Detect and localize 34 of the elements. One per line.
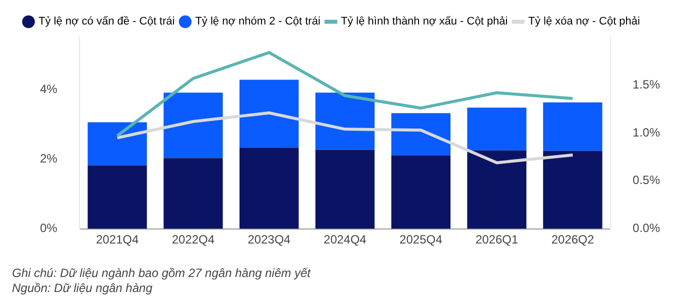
y2-tick-label: 1.0%	[632, 125, 660, 140]
x-tick-label: 2024Q4	[324, 232, 367, 246]
bar	[391, 155, 450, 229]
bar	[164, 92, 223, 158]
x-tick-label: 2025Q4	[400, 232, 443, 246]
legend-label: Tỷ lệ nợ nhóm 2 - Cột trái	[195, 16, 320, 28]
y2-tick-label: 0.0%	[632, 221, 660, 236]
bar	[88, 122, 147, 166]
bar	[88, 165, 147, 229]
y-tick-label: 0%	[40, 221, 58, 236]
bar	[543, 102, 602, 151]
x-tick-label: 2021Q4	[96, 232, 139, 246]
bar	[164, 158, 223, 229]
x-tick-label: 2023Q4	[248, 232, 291, 246]
bar	[239, 80, 299, 148]
y2-tick-label: 0.5%	[632, 173, 660, 188]
legend-label: Tỷ lệ xóa nợ - Cột phải	[528, 16, 640, 28]
bar	[315, 92, 375, 150]
legend-label: Tỷ lệ nợ có vấn đề - Cột trái	[38, 16, 175, 28]
text: Ghi chú: Dữ liệu ngành bao gồm 27 ngân hàng niêm yết	[12, 266, 312, 281]
legend-label: Tỷ lệ hình thành nợ xấu - Cột phải	[340, 16, 508, 28]
x-tick-label: 2026Q2	[551, 232, 594, 246]
bar	[239, 148, 299, 229]
bar	[467, 150, 526, 229]
y2-tick-label: 1.5%	[632, 77, 660, 92]
text: Nguồn: Dữ liệu ngân hàng	[12, 281, 154, 296]
bar	[391, 113, 450, 156]
bar	[467, 108, 526, 150]
y-tick-label: 2%	[40, 151, 58, 166]
x-tick-label: 2026Q1	[475, 232, 518, 246]
bar	[315, 150, 375, 229]
x-tick-label: 2022Q4	[172, 232, 215, 246]
y-tick-label: 4%	[40, 82, 58, 96]
bar	[543, 150, 602, 229]
